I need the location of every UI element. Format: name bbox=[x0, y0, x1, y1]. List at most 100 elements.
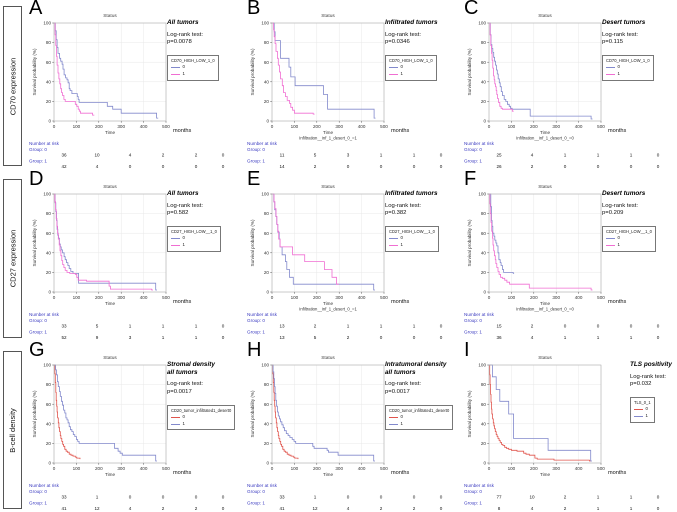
xtick-label: 500 bbox=[597, 295, 605, 300]
logrank-label: Log-rank test: bbox=[167, 381, 204, 388]
ytick-label: 40 bbox=[264, 250, 270, 255]
logrank-test: Log-rank test: p=0.0078 bbox=[167, 32, 242, 47]
annotation-block-G: Stromal density all tumors Log-rank test: p… bbox=[167, 361, 242, 431]
risk-value: 1 bbox=[597, 495, 600, 500]
risk-value: 12 bbox=[312, 506, 318, 511]
ytick-label: 0 bbox=[483, 290, 486, 295]
legend-line-swatch bbox=[171, 67, 180, 69]
risk-group-label: Group: 1 bbox=[464, 159, 482, 164]
risk-value: 77 bbox=[496, 495, 502, 500]
risk-value: 0 bbox=[129, 164, 132, 169]
xtick-label: 300 bbox=[335, 124, 343, 129]
ytick-label: 40 bbox=[46, 250, 52, 255]
x-axis-sublabel: Infiltration__inf_1_desert_0_=1 bbox=[299, 307, 357, 312]
risk-value: 1 bbox=[597, 153, 600, 158]
annotation-block-D: All tumors Log-rank test: p=0.582 CD27_HIGH… bbox=[167, 190, 242, 252]
ytick-label: 80 bbox=[481, 382, 487, 387]
x-axis-sublabel: Infiltration__inf_1_desert_0_=0 bbox=[516, 136, 574, 141]
ytick-label: 40 bbox=[264, 79, 270, 84]
subgroup-title-line: TLS positivity bbox=[630, 361, 672, 368]
legend-entry-1: 1 bbox=[389, 242, 435, 249]
panel-letter-G: G bbox=[29, 339, 45, 361]
legend-title: CD20_tumor_infiltrated1_desert0 bbox=[389, 408, 450, 414]
risk-value: 1 bbox=[129, 324, 132, 329]
plot-border bbox=[53, 193, 167, 293]
survival-curve-group1 bbox=[54, 22, 95, 116]
risk-value: 1 bbox=[195, 324, 198, 329]
plot-title: Status bbox=[321, 13, 335, 19]
xtick-label: 100 bbox=[73, 295, 81, 300]
ytick-label: 40 bbox=[481, 79, 487, 84]
ytick-label: 0 bbox=[483, 461, 486, 466]
plot-title: Status bbox=[538, 184, 552, 190]
risk-value: 15 bbox=[496, 324, 502, 329]
ytick-label: 20 bbox=[481, 99, 487, 104]
legend-line-swatch bbox=[606, 67, 615, 69]
legend-line-swatch bbox=[606, 73, 615, 75]
subgroup-title: Stromal density all tumors bbox=[167, 361, 242, 376]
ytick-label: 80 bbox=[46, 382, 52, 387]
risk-group-label: Group: 1 bbox=[464, 501, 482, 506]
xtick-label: 200 bbox=[95, 124, 103, 129]
risk-value: 0 bbox=[380, 164, 383, 169]
p-value: p=0.0346 bbox=[385, 39, 410, 46]
panel-letter-I: I bbox=[464, 339, 470, 361]
plot-border bbox=[271, 193, 385, 293]
legend-box: CD70_HIGH_LOW_1_0 0 1 bbox=[385, 55, 437, 81]
number-at-risk-header: Number at risk bbox=[29, 141, 60, 146]
plot-title: Status bbox=[321, 355, 335, 361]
x-unit-label: months bbox=[173, 299, 192, 305]
risk-value: 1 bbox=[413, 153, 416, 158]
logrank-test: Log-rank test: p=0.209 bbox=[602, 203, 677, 218]
legend-line-swatch bbox=[389, 423, 398, 425]
number-at-risk-header: Number at risk bbox=[29, 483, 60, 488]
legend-entry-0: 0 bbox=[171, 414, 231, 421]
legend-entry-label: 0 bbox=[182, 414, 185, 420]
risk-value: 0 bbox=[162, 495, 165, 500]
km-panel-A: A Status 0 20 40 60 80 100 Survival probability … bbox=[27, 0, 242, 170]
annotation-block-A: All tumors Log-rank test: p=0.0078 CD70_HIG… bbox=[167, 19, 242, 81]
plot-area bbox=[54, 365, 166, 463]
plot-area bbox=[489, 365, 601, 463]
legend-entry-label: 1 bbox=[617, 242, 620, 248]
p-value: p=0.0017 bbox=[385, 388, 410, 395]
risk-value: 9 bbox=[96, 335, 99, 340]
km-panel-E: E Status 0 20 40 60 80 100 Survival probability … bbox=[245, 168, 460, 341]
ytick-label: 0 bbox=[483, 119, 486, 124]
risk-value: 2 bbox=[380, 506, 383, 511]
x-unit-label: months bbox=[391, 470, 410, 476]
xtick-label: 200 bbox=[530, 124, 538, 129]
risk-value: 0 bbox=[380, 495, 383, 500]
legend-entry-label: 1 bbox=[182, 242, 185, 248]
ytick-label: 40 bbox=[481, 250, 487, 255]
risk-value: 0 bbox=[347, 495, 350, 500]
risk-value: 36 bbox=[61, 153, 67, 158]
risk-value: 2 bbox=[531, 324, 534, 329]
risk-value: 0 bbox=[222, 153, 225, 158]
ytick-label: 100 bbox=[261, 363, 269, 368]
risk-group-label: Group: 1 bbox=[29, 330, 47, 335]
ytick-label: 20 bbox=[46, 441, 52, 446]
plot-area bbox=[54, 194, 166, 292]
row-label-cd70-expression: CD70 expression bbox=[3, 6, 22, 166]
risk-value: 13 bbox=[279, 324, 285, 329]
p-value: p=0.209 bbox=[602, 210, 624, 217]
number-at-risk-header: Number at risk bbox=[247, 312, 278, 317]
annotation-block-B: Infiltrated tumors Log-rank test: p=0.0346… bbox=[385, 19, 460, 81]
x-axis-label: Time bbox=[540, 472, 550, 477]
risk-value: 4 bbox=[347, 506, 350, 511]
p-value: p=0.0017 bbox=[167, 388, 192, 395]
ytick-label: 40 bbox=[46, 421, 52, 426]
risk-value: 26 bbox=[496, 164, 502, 169]
risk-value: 3 bbox=[129, 335, 132, 340]
ytick-label: 80 bbox=[481, 40, 487, 45]
risk-value: 0 bbox=[195, 164, 198, 169]
legend-title: CD27_HIGH_LOW__1_0 bbox=[389, 229, 435, 235]
ytick-label: 60 bbox=[481, 231, 487, 236]
xtick-label: 0 bbox=[53, 124, 56, 129]
survival-curve-group1 bbox=[489, 22, 514, 112]
legend-entry-label: 0 bbox=[400, 414, 403, 420]
annotation-block-F: Desert tumors Log-rank test: p=0.209 CD27_H… bbox=[602, 190, 677, 252]
y-axis-label: Survival probability (%) bbox=[467, 219, 472, 266]
